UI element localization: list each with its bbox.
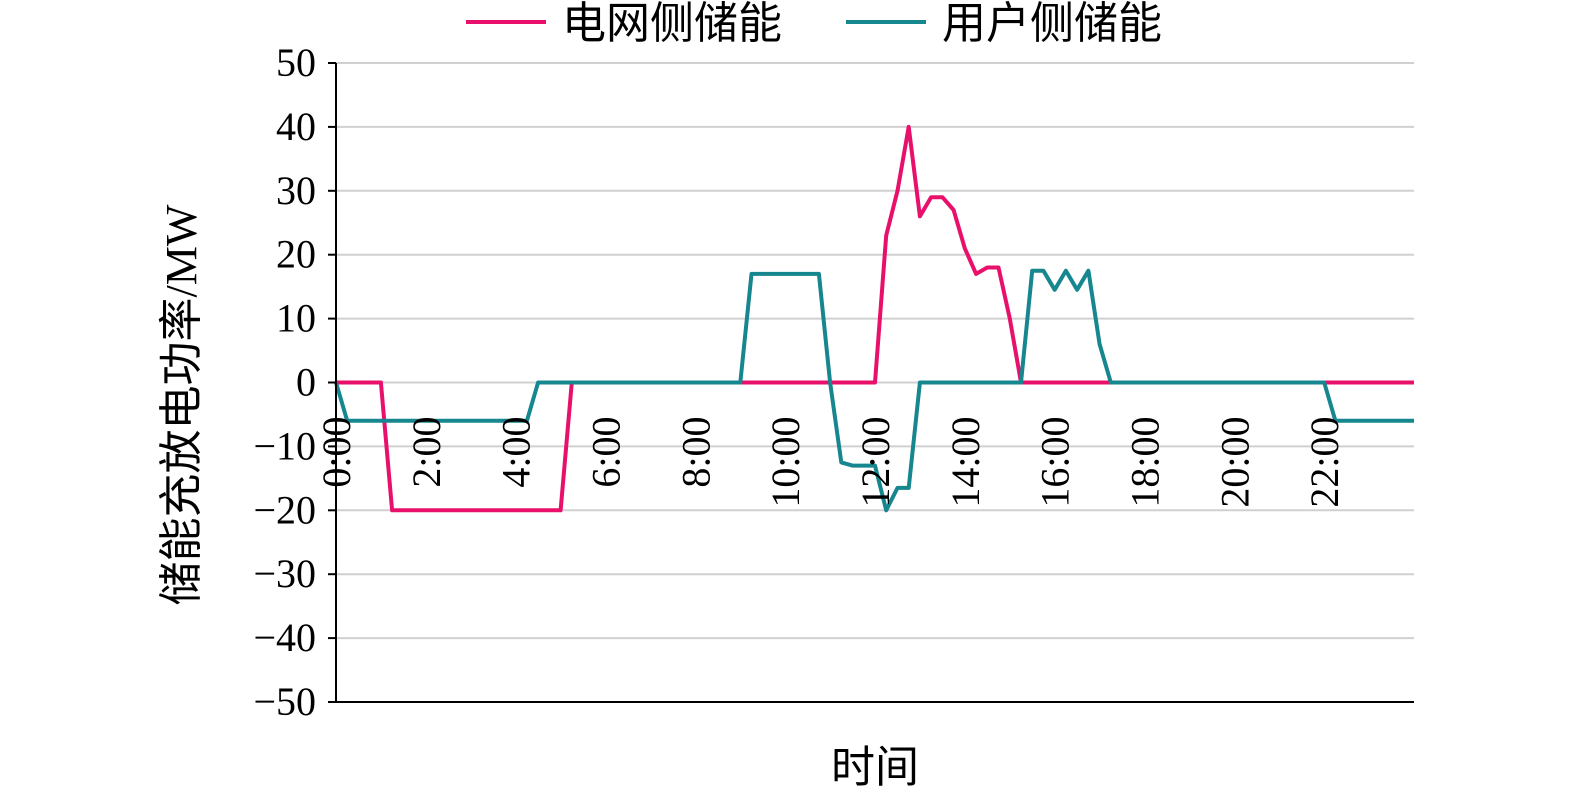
series-line-grid-storage bbox=[336, 124, 1414, 513]
y-tick-label: 20 bbox=[276, 232, 316, 277]
legend: 电网侧储能 用户侧储能 bbox=[466, 0, 1162, 48]
x-axis-title: 时间 bbox=[831, 743, 919, 792]
legend-label-grid-storage: 电网侧储能 bbox=[562, 0, 782, 48]
x-tick-label: 22:00 bbox=[1302, 417, 1347, 508]
x-tick-label: 4:00 bbox=[494, 417, 539, 488]
series-line-user-storage bbox=[334, 268, 1414, 513]
x-tick-label: 12:00 bbox=[853, 417, 898, 508]
x-tick-labels: 0:00 2:00 4:00 6:00 8:00 10:00 12:00 14:00 16:00… bbox=[314, 417, 1347, 508]
y-tick-label: 10 bbox=[276, 296, 316, 341]
y-tick-label: −20 bbox=[253, 487, 316, 532]
series-lines bbox=[334, 124, 1414, 513]
y-tick-label: −50 bbox=[253, 679, 316, 724]
y-tick-label: 40 bbox=[276, 104, 316, 149]
x-tick-label: 10:00 bbox=[763, 417, 808, 508]
y-tick-label: −30 bbox=[253, 551, 316, 596]
y-tick-labels: 50 40 30 20 10 0 −10 −20 −30 −40 −50 bbox=[253, 40, 336, 724]
x-tick-label: 18:00 bbox=[1123, 417, 1168, 508]
x-tick-label: 6:00 bbox=[584, 417, 629, 488]
y-tick-label: 30 bbox=[276, 168, 316, 213]
x-tick-label: 0:00 bbox=[314, 417, 359, 488]
y-tick-label: 0 bbox=[296, 360, 316, 405]
y-tick-label: −10 bbox=[253, 423, 316, 468]
x-tick-label: 8:00 bbox=[673, 417, 718, 488]
x-tick-label: 14:00 bbox=[943, 417, 988, 508]
y-axis-title: 储能充放电功率/MW bbox=[157, 204, 206, 605]
x-tick-label: 2:00 bbox=[404, 417, 449, 488]
y-tick-label: 50 bbox=[276, 40, 316, 85]
y-tick-label: −40 bbox=[253, 615, 316, 660]
x-tick-label: 16:00 bbox=[1033, 417, 1078, 508]
legend-label-user-storage: 用户侧储能 bbox=[942, 0, 1162, 48]
x-tick-label: 20:00 bbox=[1212, 417, 1257, 508]
